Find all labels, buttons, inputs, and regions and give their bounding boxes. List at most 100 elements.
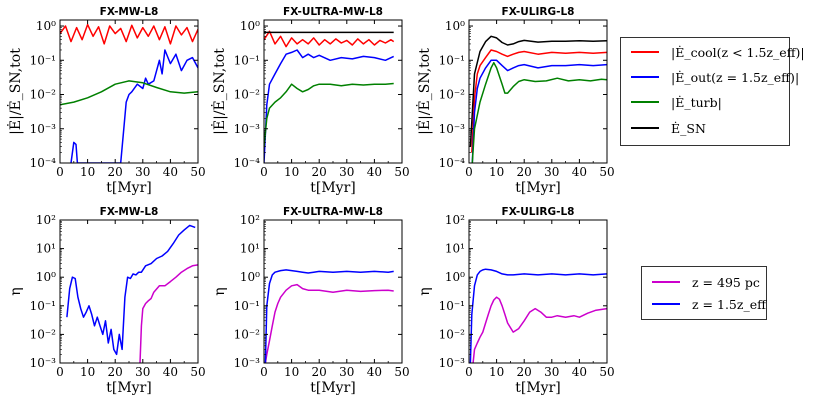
x-tick-label: 20 bbox=[312, 365, 327, 379]
y-tick-label: 10⁻¹ bbox=[30, 53, 56, 67]
legend-swatch-z495 bbox=[652, 281, 680, 283]
y-tick-label: 10² bbox=[36, 213, 56, 227]
x-tick-label: 40 bbox=[163, 165, 178, 179]
series-group bbox=[264, 30, 395, 163]
series-line-turb bbox=[60, 80, 198, 106]
y-tick-label: 10⁰ bbox=[240, 270, 260, 284]
x-tick-label: 0 bbox=[465, 365, 473, 379]
series-line-cool bbox=[471, 49, 607, 153]
x-tick-label: 50 bbox=[190, 365, 205, 379]
legend-entry-out: |Ė_out(z = 1.5z_eff)| bbox=[621, 69, 799, 85]
x-tick-label: 40 bbox=[572, 165, 587, 179]
series-line-out bbox=[471, 59, 607, 163]
y-tick-label: 10⁻¹ bbox=[439, 53, 465, 67]
panel-1: 0 10 20 30 40 50 10⁻⁴ 10⁻³ 10⁻² 10⁻¹ 10⁰ FX-MW-L8 t[… bbox=[6, 6, 206, 196]
series-group bbox=[264, 269, 394, 363]
x-axis-label: t[Myr] bbox=[106, 180, 152, 196]
x-tick-label: 0 bbox=[56, 165, 64, 179]
y-axis-label: η bbox=[8, 287, 24, 295]
x-tick-label: 30 bbox=[135, 165, 150, 179]
legend-entry-zeff: z = 1.5z_eff bbox=[642, 296, 766, 312]
x-axis-label: t[Myr] bbox=[515, 180, 561, 196]
y-tick-label: 10¹ bbox=[240, 242, 260, 256]
x-tick-label: 50 bbox=[394, 165, 409, 179]
panel-title: FX-ULIRG-L8 bbox=[502, 206, 575, 218]
series-line-turb bbox=[264, 82, 394, 147]
x-tick-label: 50 bbox=[394, 365, 409, 379]
y-tick-label: 10⁻⁴ bbox=[234, 156, 261, 170]
x-tick-label: 10 bbox=[80, 165, 95, 179]
series-line-z-495-pc bbox=[139, 264, 198, 363]
x-tick-label: 30 bbox=[544, 365, 559, 379]
legend-label-turb: |Ė_turb| bbox=[671, 94, 722, 110]
y-tick-label: 10⁻² bbox=[30, 327, 57, 341]
legend-entry-z495: z = 495 pc bbox=[642, 274, 760, 290]
panel-title: FX-MW-L8 bbox=[100, 6, 159, 18]
y-axis-label: η bbox=[212, 287, 228, 295]
panel-6: 0 10 20 30 40 50 10⁻³ 10⁻² 10⁻¹ 10⁰ 10¹ 10² FX-ULIRG… bbox=[417, 206, 615, 396]
panel-title: FX-MW-L8 bbox=[100, 206, 159, 218]
series-line-cool bbox=[60, 23, 198, 45]
y-tick-label: 10⁻³ bbox=[234, 122, 261, 136]
legend-swatch-sn bbox=[631, 127, 659, 129]
y-axis-label: |Ė|/Ė_SN,tot bbox=[210, 48, 228, 135]
series-line-cool bbox=[264, 30, 395, 48]
energy-legend: |Ė_cool(z < 1.5z_eff)| |Ė_out(z = 1.5z_e… bbox=[620, 37, 805, 146]
x-axis-label: t[Myr] bbox=[310, 180, 356, 196]
x-tick-label: 30 bbox=[544, 165, 559, 179]
x-tick-label: 10 bbox=[284, 165, 299, 179]
panel-3: 0 10 20 30 40 50 10⁻⁴ 10⁻³ 10⁻² 10⁻¹ 10⁰ FX-ULIRG-L… bbox=[415, 6, 615, 196]
eta-legend: z = 495 pc z = 1.5z_eff bbox=[641, 266, 767, 320]
y-tick-label: 10⁻² bbox=[234, 327, 261, 341]
y-tick-label: 10⁻¹ bbox=[30, 299, 56, 313]
y-tick-label: 10⁻² bbox=[234, 88, 261, 102]
legend-entry-turb: |Ė_turb| bbox=[621, 94, 722, 110]
axes-frame bbox=[468, 219, 608, 364]
legend-entry-cool: |Ė_cool(z < 1.5z_eff)| bbox=[621, 44, 805, 60]
x-axis-label: t[Myr] bbox=[515, 380, 561, 396]
legend-label-cool: |Ė_cool(z < 1.5z_eff)| bbox=[671, 44, 805, 60]
x-tick-label: 20 bbox=[517, 165, 532, 179]
y-tick-label: 10⁻³ bbox=[30, 356, 57, 370]
x-tick-label: 20 bbox=[517, 365, 532, 379]
x-tick-label: 30 bbox=[339, 165, 354, 179]
x-tick-label: 50 bbox=[599, 165, 614, 179]
y-tick-label: 10⁰ bbox=[445, 270, 465, 284]
legend-swatch-zeff bbox=[652, 303, 680, 305]
y-tick-label: 10⁻¹ bbox=[234, 299, 260, 313]
x-tick-label: 20 bbox=[108, 165, 123, 179]
series-line-turb bbox=[471, 61, 607, 163]
series-line-z-1-5z-eff bbox=[469, 268, 607, 363]
legend-swatch-turb bbox=[631, 101, 659, 103]
y-tick-label: 10⁻⁴ bbox=[30, 156, 57, 170]
panel-4: 0 10 20 30 40 50 10⁻³ 10⁻² 10⁻¹ 10⁰ 10¹ 10² FX-MW-L8… bbox=[8, 206, 206, 396]
x-tick-label: 10 bbox=[489, 165, 504, 179]
x-tick-label: 10 bbox=[284, 365, 299, 379]
axes-frame bbox=[59, 19, 199, 164]
series-line-out bbox=[264, 49, 395, 163]
y-axis-label: η bbox=[417, 287, 433, 295]
panel-5: 0 10 20 30 40 50 10⁻³ 10⁻² 10⁻¹ 10⁰ 10¹ 10² FX-ULTRA… bbox=[212, 206, 410, 396]
y-tick-label: 10⁰ bbox=[240, 19, 260, 33]
y-axis-label: |Ė|/Ė_SN,tot bbox=[6, 48, 24, 135]
panel-title: FX-ULTRA-MW-L8 bbox=[283, 6, 383, 18]
x-tick-label: 10 bbox=[80, 365, 95, 379]
x-tick-label: 40 bbox=[163, 365, 178, 379]
y-tick-label: 10⁻² bbox=[30, 88, 57, 102]
x-tick-label: 10 bbox=[489, 365, 504, 379]
y-tick-label: 10⁻⁴ bbox=[439, 156, 466, 170]
series-line-z-495-pc bbox=[472, 296, 607, 363]
x-tick-label: 0 bbox=[260, 165, 268, 179]
axes-frame bbox=[59, 219, 199, 364]
x-axis-label: t[Myr] bbox=[310, 380, 356, 396]
x-tick-label: 30 bbox=[135, 365, 150, 379]
x-tick-label: 0 bbox=[56, 365, 64, 379]
x-tick-label: 40 bbox=[367, 365, 382, 379]
x-tick-label: 40 bbox=[367, 165, 382, 179]
x-tick-label: 30 bbox=[339, 365, 354, 379]
y-tick-label: 10⁻³ bbox=[439, 356, 466, 370]
panel-title: FX-ULTRA-MW-L8 bbox=[283, 206, 383, 218]
legend-label-zeff: z = 1.5z_eff bbox=[692, 296, 766, 312]
series-line-sn bbox=[469, 35, 607, 147]
